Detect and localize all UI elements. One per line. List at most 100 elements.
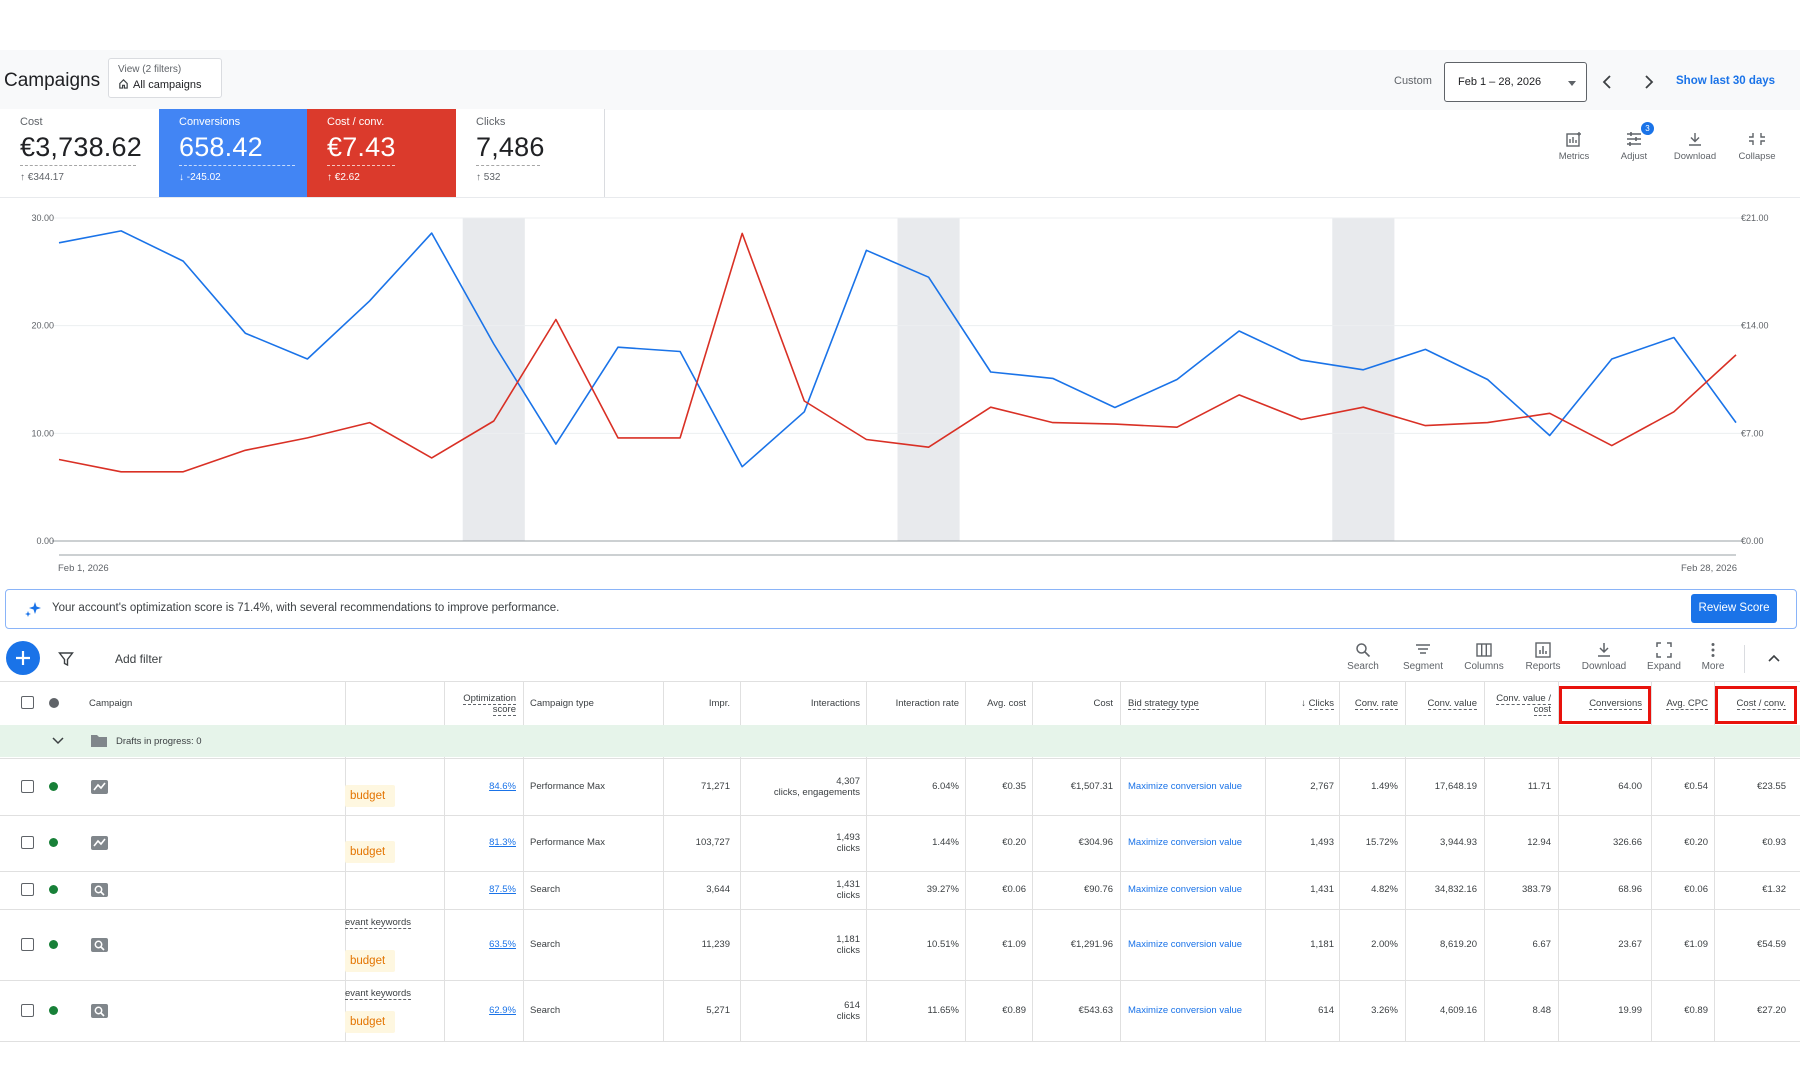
status-enabled-icon — [49, 781, 58, 791]
bid-strategy-link[interactable]: Maximize conversion value — [1128, 1004, 1243, 1016]
dropdown-caret-icon — [1568, 81, 1576, 86]
columns-button[interactable]: Columns — [1456, 642, 1512, 672]
col-header-conversions[interactable]: Conversions — [1589, 698, 1642, 710]
select-all-checkbox[interactable] — [21, 696, 34, 709]
col-header-bid-strategy[interactable]: Bid strategy type — [1128, 698, 1199, 710]
metric-delta: 532 — [483, 172, 501, 183]
conv-value: 4,609.16 — [1440, 1004, 1477, 1016]
cost-per-conv: €1.32 — [1762, 884, 1786, 895]
download-chart-button[interactable]: Download — [1665, 131, 1725, 162]
avg-cost: €0.06 — [1002, 884, 1026, 895]
next-period-button[interactable] — [1637, 71, 1659, 93]
metric-card-cost[interactable]: Cost €3,738.62 ↑ €344.17 — [0, 109, 159, 197]
col-header-interaction-rate[interactable]: Interaction rate — [895, 698, 959, 709]
budget-status-badge[interactable]: budget — [345, 950, 395, 972]
optimization-score-link[interactable]: 63.5% — [489, 938, 516, 950]
impressions: 5,271 — [706, 1004, 730, 1016]
download-table-label: Download — [1581, 661, 1627, 672]
col-header-interactions[interactable]: Interactions — [810, 698, 860, 709]
page-title: Campaigns — [4, 70, 101, 91]
col-header-optimization-score[interactable]: Optimization score — [463, 693, 516, 716]
optimization-score-link[interactable]: 84.6% — [489, 780, 516, 792]
add-campaign-button[interactable] — [6, 641, 40, 675]
col-header-clicks[interactable]: ↓ Clicks — [1301, 698, 1334, 710]
optimization-score-link[interactable]: 81.3% — [489, 837, 516, 848]
keyword-status[interactable]: evant keywords — [345, 917, 412, 929]
budget-status-badge[interactable]: budget — [345, 841, 395, 863]
bid-strategy-link[interactable]: Maximize conversion value — [1128, 884, 1243, 895]
add-filter-button[interactable]: Add filter — [115, 652, 163, 666]
optimization-score-banner: Your account's optimization score is 71.… — [5, 589, 1797, 629]
collapse-table-button[interactable] — [1766, 650, 1782, 671]
chevron-down-icon[interactable] — [52, 737, 64, 745]
metric-card-conversions[interactable]: Conversions 658.42 ↓ -245.02 — [159, 109, 307, 197]
col-header-conv-value-per-cost[interactable]: Conv. value / cost — [1496, 693, 1551, 716]
x-axis-end-label: Feb 28, 2026 — [1681, 563, 1737, 574]
conv-value: 3,944.93 — [1440, 837, 1477, 848]
review-score-button[interactable]: Review Score — [1691, 594, 1777, 623]
col-header-campaign[interactable]: Campaign — [89, 698, 133, 709]
row-checkbox[interactable] — [21, 1003, 34, 1017]
status-header-icon — [49, 698, 59, 708]
campaign-type: Performance Max — [530, 780, 605, 792]
arrow-down-icon: ↓ — [179, 172, 187, 183]
interactions: 1,181 clicks — [836, 933, 860, 956]
segment-button[interactable]: Segment — [1395, 642, 1451, 672]
prev-period-button[interactable] — [1597, 71, 1619, 93]
metric-card-clicks[interactable]: Clicks 7,486 ↑ 532 — [456, 109, 604, 197]
keyword-status[interactable]: evant keywords — [345, 988, 412, 1000]
row-checkbox[interactable] — [21, 779, 34, 793]
status-enabled-icon — [49, 838, 58, 847]
chevron-up-icon — [1768, 654, 1780, 662]
col-header-cost-per-conv[interactable]: Cost / conv. — [1736, 698, 1786, 710]
col-header-impressions[interactable]: Impr. — [708, 698, 730, 709]
cost-per-conv-series-line[interactable] — [58, 232, 1737, 473]
performance-line-chart[interactable]: 0.00 €0.00 10.00 €7.00 20.00 €14.00 30.00 €21.0… — [0, 200, 1800, 585]
more-vertical-icon — [1711, 643, 1715, 657]
reports-icon — [1535, 642, 1551, 658]
bid-strategy-link[interactable]: Maximize conversion value — [1128, 837, 1243, 848]
conv-value-per-cost: 8.48 — [1532, 1004, 1552, 1016]
row-checkbox[interactable] — [21, 836, 34, 849]
clicks: 1,431 — [1310, 884, 1334, 895]
interactions: 1,431 clicks — [836, 879, 860, 901]
col-header-avg-cost[interactable]: Avg. cost — [987, 698, 1026, 709]
clicks: 1,181 — [1310, 938, 1334, 950]
conv-rate: 15.72% — [1365, 837, 1398, 848]
sort-arrow-down-icon: ↓ — [1301, 698, 1309, 709]
avg-cost: €0.89 — [1002, 1004, 1026, 1016]
show-last-30-days-link[interactable]: Show last 30 days — [1676, 75, 1776, 87]
bid-strategy-link[interactable]: Maximize conversion value — [1128, 780, 1243, 792]
expand-button[interactable]: Expand — [1636, 642, 1692, 672]
optimization-score-link[interactable]: 87.5% — [489, 884, 516, 895]
interactions: 614 clicks — [836, 999, 860, 1022]
more-button[interactable]: More — [1685, 642, 1741, 672]
search-campaign-icon — [91, 1003, 108, 1018]
search-table-button[interactable]: Search — [1335, 642, 1391, 672]
impressions: 71,271 — [700, 780, 730, 792]
col-header-conv-value[interactable]: Conv. value — [1427, 698, 1477, 710]
download-table-button[interactable]: Download — [1576, 642, 1632, 672]
col-header-conv-rate[interactable]: Conv. rate — [1354, 698, 1398, 710]
budget-status-badge[interactable]: budget — [345, 1011, 395, 1033]
optimization-score-link[interactable]: 62.9% — [489, 1004, 516, 1016]
drafts-row[interactable]: Drafts in progress: 0 — [0, 725, 1800, 757]
budget-status-badge[interactable]: budget — [345, 785, 395, 807]
status-enabled-icon — [49, 885, 58, 894]
col-header-avg-cpc[interactable]: Avg. CPC — [1666, 698, 1708, 710]
reports-button[interactable]: Reports — [1515, 642, 1571, 672]
conversions-series-line[interactable] — [58, 230, 1737, 468]
row-checkbox[interactable] — [21, 937, 34, 951]
bid-strategy-link[interactable]: Maximize conversion value — [1128, 938, 1243, 950]
view-filter-selector[interactable]: View (2 filters) All campaigns — [108, 58, 222, 98]
col-header-campaign-type[interactable]: Campaign type — [530, 698, 594, 709]
metrics-button[interactable]: Metrics — [1544, 131, 1604, 162]
metric-card-cost-per-conversion[interactable]: Cost / conv. €7.43 ↑ €2.62 — [307, 109, 456, 197]
adjust-button[interactable]: Adjust — [1604, 131, 1664, 162]
date-range-selector[interactable]: Feb 1 – 28, 2026 — [1444, 62, 1587, 102]
row-checkbox[interactable] — [21, 883, 34, 896]
filter-icon[interactable] — [58, 651, 74, 672]
avg-cpc: €1.09 — [1684, 938, 1708, 950]
col-header-cost[interactable]: Cost — [1093, 698, 1113, 709]
collapse-chart-button[interactable]: Collapse — [1727, 131, 1787, 162]
